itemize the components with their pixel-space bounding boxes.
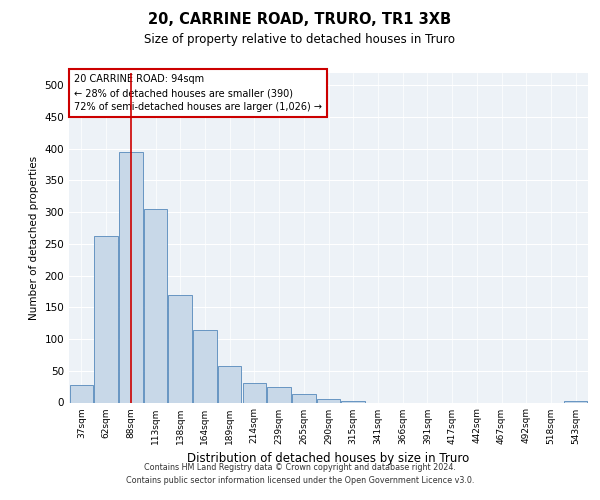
Bar [242,384,266,402]
Y-axis label: Number of detached properties: Number of detached properties [29,156,39,320]
Text: Size of property relative to detached houses in Truro: Size of property relative to detached ho… [145,32,455,46]
Text: Contains HM Land Registry data © Crown copyright and database right 2024.: Contains HM Land Registry data © Crown c… [144,462,456,471]
Text: 20, CARRINE ROAD, TRURO, TR1 3XB: 20, CARRINE ROAD, TRURO, TR1 3XB [148,12,452,28]
Bar [70,384,93,402]
Bar [144,209,167,402]
Bar [119,152,143,403]
Bar [268,386,291,402]
Bar [193,330,217,402]
Bar [292,394,316,402]
Bar [317,400,340,402]
Bar [218,366,241,402]
X-axis label: Distribution of detached houses by size in Truro: Distribution of detached houses by size … [187,452,470,465]
Text: 20 CARRINE ROAD: 94sqm
← 28% of detached houses are smaller (390)
72% of semi-de: 20 CARRINE ROAD: 94sqm ← 28% of detached… [74,74,322,112]
Text: Contains public sector information licensed under the Open Government Licence v3: Contains public sector information licen… [126,476,474,485]
Bar [564,401,587,402]
Bar [94,236,118,402]
Bar [169,294,192,403]
Bar [341,401,365,402]
